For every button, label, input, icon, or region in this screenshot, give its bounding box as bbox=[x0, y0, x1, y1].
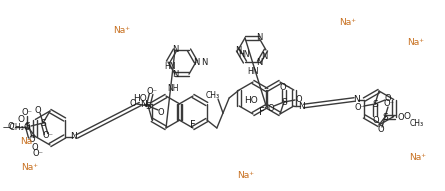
Text: Na⁺: Na⁺ bbox=[409, 154, 426, 163]
Text: Na⁺: Na⁺ bbox=[340, 18, 356, 27]
Text: N: N bbox=[256, 58, 262, 67]
Text: N: N bbox=[70, 132, 77, 141]
Text: N: N bbox=[193, 57, 199, 66]
Text: N: N bbox=[172, 45, 178, 54]
Text: O⁻: O⁻ bbox=[384, 99, 395, 108]
Text: N: N bbox=[235, 45, 241, 54]
Text: HN: HN bbox=[247, 67, 258, 76]
Text: O: O bbox=[398, 112, 405, 121]
Text: S: S bbox=[40, 118, 46, 128]
Text: Na⁺: Na⁺ bbox=[408, 37, 425, 46]
Text: Na⁺: Na⁺ bbox=[238, 172, 255, 180]
Text: S: S bbox=[281, 97, 287, 107]
Text: O: O bbox=[8, 122, 15, 131]
Text: N: N bbox=[172, 70, 178, 79]
Text: O: O bbox=[130, 99, 137, 108]
Text: S: S bbox=[382, 112, 388, 121]
Text: O: O bbox=[29, 135, 36, 144]
Text: S: S bbox=[24, 122, 30, 131]
Text: HO: HO bbox=[244, 96, 258, 104]
Text: S: S bbox=[372, 100, 378, 108]
Text: O: O bbox=[18, 115, 25, 124]
Text: N: N bbox=[256, 33, 262, 42]
Text: O: O bbox=[384, 94, 391, 103]
Text: O⁻: O⁻ bbox=[32, 148, 44, 158]
Text: HN: HN bbox=[164, 62, 176, 71]
Text: Na⁺: Na⁺ bbox=[21, 163, 39, 172]
Text: O: O bbox=[35, 105, 41, 114]
Text: N: N bbox=[140, 100, 146, 108]
Text: NH: NH bbox=[167, 84, 178, 93]
Text: CH₃: CH₃ bbox=[410, 119, 424, 128]
Text: O⁻: O⁻ bbox=[355, 103, 365, 112]
Text: F: F bbox=[259, 107, 265, 117]
Text: O⁻: O⁻ bbox=[22, 108, 33, 117]
Text: S: S bbox=[145, 101, 151, 111]
Text: O: O bbox=[32, 143, 38, 152]
Text: F: F bbox=[190, 120, 196, 130]
Text: O⁻: O⁻ bbox=[279, 83, 291, 91]
Text: O: O bbox=[295, 95, 302, 104]
Text: N: N bbox=[201, 57, 207, 66]
Text: Na⁺: Na⁺ bbox=[113, 26, 130, 35]
Text: O: O bbox=[373, 116, 379, 125]
Text: O: O bbox=[378, 125, 384, 134]
Text: —CH₃: —CH₃ bbox=[2, 123, 24, 132]
Text: O: O bbox=[403, 112, 410, 121]
Text: HO: HO bbox=[133, 94, 147, 103]
Text: O⁻: O⁻ bbox=[147, 87, 158, 96]
Text: O⁻: O⁻ bbox=[43, 131, 53, 141]
Text: Na: Na bbox=[20, 137, 32, 146]
Text: N: N bbox=[353, 95, 360, 104]
Text: HN: HN bbox=[238, 49, 250, 58]
Text: O: O bbox=[24, 122, 30, 131]
Text: CH₃: CH₃ bbox=[206, 91, 220, 100]
Text: N: N bbox=[299, 101, 305, 111]
Text: O: O bbox=[268, 104, 274, 112]
Text: N: N bbox=[261, 52, 267, 61]
Text: O: O bbox=[158, 108, 165, 117]
